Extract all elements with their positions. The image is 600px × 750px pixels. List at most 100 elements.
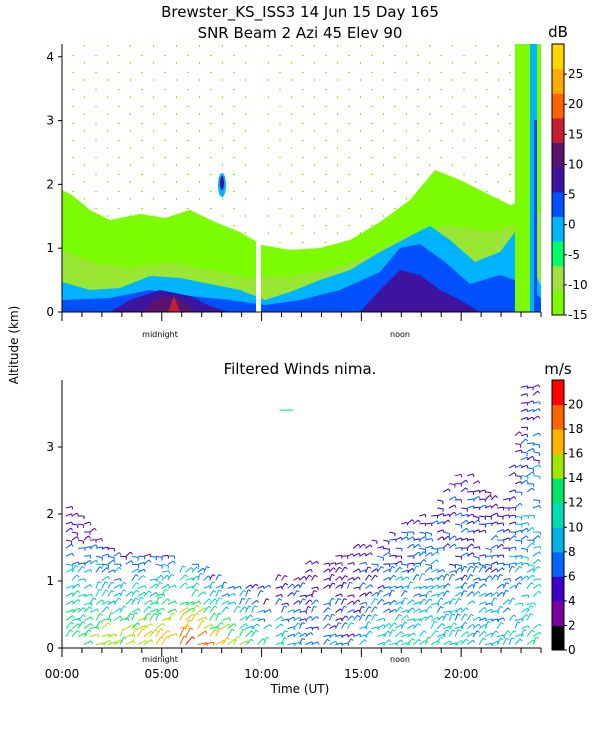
wind-barb-flag bbox=[75, 565, 79, 568]
wind-barb bbox=[89, 544, 97, 549]
wind-barb-flag bbox=[387, 630, 391, 634]
wind-barb bbox=[353, 633, 361, 638]
wind-barb bbox=[389, 538, 396, 541]
wind-barb bbox=[436, 591, 444, 597]
wind-barb-flag bbox=[115, 633, 118, 638]
wind-barb-flag bbox=[77, 599, 81, 603]
wind-barb-flag bbox=[459, 567, 463, 571]
wind-barb bbox=[526, 602, 535, 605]
wind-barb bbox=[460, 479, 467, 485]
wind-barb bbox=[532, 459, 540, 462]
wind-barb bbox=[365, 630, 371, 637]
wind-barb-flag bbox=[349, 581, 353, 584]
wind-barb bbox=[251, 599, 258, 605]
wind-barb-flag bbox=[123, 589, 127, 592]
wind-barb bbox=[413, 551, 420, 557]
wind-barb bbox=[478, 607, 485, 613]
wind-barb-flag bbox=[142, 628, 146, 631]
wind-barb bbox=[520, 456, 528, 461]
wind-barb bbox=[526, 613, 531, 621]
wind-barb bbox=[209, 590, 214, 597]
wind-barb bbox=[514, 449, 522, 453]
wind-barb bbox=[137, 628, 143, 637]
wind-barb-flag bbox=[460, 474, 463, 478]
wind-barb bbox=[167, 600, 176, 605]
wind-barb bbox=[490, 495, 496, 501]
wind-barb bbox=[515, 475, 522, 477]
wind-barb bbox=[520, 555, 529, 559]
wind-barb bbox=[478, 624, 486, 630]
wind-barb bbox=[95, 555, 103, 559]
wind-barb-flag bbox=[313, 605, 317, 608]
wind-barb bbox=[448, 543, 455, 549]
wind-barb-flag bbox=[484, 565, 487, 570]
wind-barb-flag bbox=[476, 630, 480, 633]
wind-barb bbox=[161, 570, 170, 573]
wind-barb bbox=[101, 546, 108, 549]
wind-barb bbox=[490, 544, 498, 549]
wind-barb bbox=[359, 569, 366, 573]
wind-barb-flag bbox=[457, 629, 461, 632]
wind-barb-flag bbox=[424, 536, 427, 540]
wind-barb bbox=[407, 562, 414, 565]
wind-barb bbox=[377, 624, 384, 630]
wind-barb bbox=[347, 633, 354, 638]
wind-barb bbox=[311, 560, 318, 565]
wind-barb-flag bbox=[131, 591, 134, 595]
wind-barb bbox=[472, 555, 480, 559]
wind-barb bbox=[442, 583, 449, 589]
wind-barb-flag bbox=[77, 525, 79, 529]
wind-barb-flag bbox=[525, 535, 529, 539]
wind-barb bbox=[137, 640, 146, 646]
snr-y-tick-label: 1 bbox=[46, 241, 54, 255]
wind-barb bbox=[161, 583, 169, 589]
wind-barb bbox=[514, 633, 523, 638]
wind-barb bbox=[430, 616, 439, 621]
wind-barb-flag bbox=[162, 607, 165, 611]
wind-barb-flag bbox=[370, 552, 373, 556]
wind-barb bbox=[490, 574, 496, 581]
wind-barb bbox=[77, 607, 85, 613]
wind-barb-flag bbox=[442, 536, 445, 540]
wind-barb bbox=[83, 640, 92, 646]
wind-barb bbox=[484, 505, 491, 509]
wind-barb bbox=[371, 568, 377, 573]
wind-barb bbox=[514, 464, 522, 469]
wind-barb bbox=[419, 616, 427, 621]
wind-barb bbox=[436, 637, 441, 645]
wind-barb bbox=[436, 615, 444, 621]
wind-x-tick-label: 05:00 bbox=[144, 667, 179, 681]
wind-barb-flag bbox=[226, 606, 230, 610]
wind-barb-flag bbox=[233, 593, 236, 597]
wind-barb bbox=[335, 576, 341, 581]
wind-barb-flag bbox=[186, 607, 190, 611]
wind-barb bbox=[532, 384, 539, 388]
wind-barb-flag bbox=[242, 628, 246, 631]
wind-barb bbox=[532, 408, 540, 412]
wind-barb bbox=[89, 633, 99, 638]
wind-barb-flag bbox=[472, 624, 476, 628]
wind-barb bbox=[526, 582, 532, 589]
wind-barb bbox=[155, 636, 162, 645]
snr-colorbar-band bbox=[552, 191, 564, 217]
wind-barb-flag bbox=[285, 582, 289, 586]
wind-barb bbox=[413, 562, 421, 565]
wind-barb bbox=[131, 589, 137, 597]
wind-barb bbox=[185, 607, 194, 613]
wind-barb bbox=[532, 443, 540, 446]
wind-barb-flag bbox=[437, 603, 440, 607]
wind-barb-flag bbox=[451, 573, 455, 577]
snr-y-tick-label: 3 bbox=[46, 114, 54, 128]
wind-barb-flag bbox=[379, 589, 384, 593]
wind-barb-flag bbox=[291, 592, 295, 595]
wind-barb-flag bbox=[71, 543, 74, 547]
wind-barb bbox=[311, 574, 316, 581]
wind-barb-flag bbox=[263, 618, 266, 622]
wind-barb bbox=[371, 539, 378, 542]
wind-barb bbox=[478, 563, 487, 567]
wind-barb bbox=[419, 609, 427, 613]
wind-barb-flag bbox=[338, 622, 342, 625]
wind-barb-flag bbox=[509, 578, 512, 582]
wind-barb bbox=[490, 512, 498, 517]
wind-barb bbox=[497, 562, 504, 565]
